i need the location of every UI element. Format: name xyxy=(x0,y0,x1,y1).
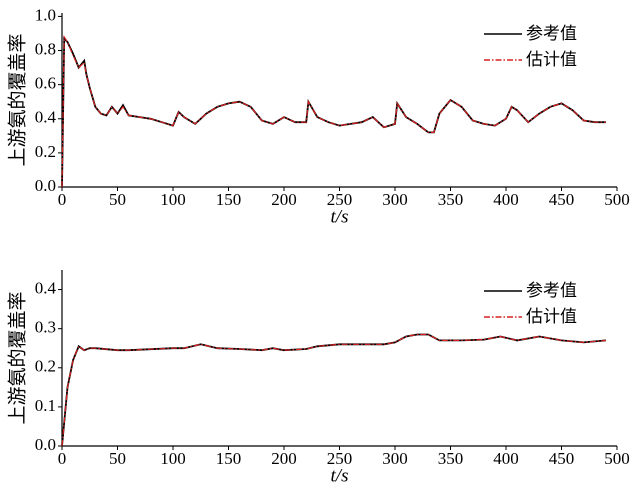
x-tick-label: 300 xyxy=(382,190,408,209)
series-line xyxy=(61,333,606,447)
x-tick-label: 100 xyxy=(160,190,186,209)
x-tick-label: 350 xyxy=(438,190,464,209)
y-tick-label: 0.2 xyxy=(35,357,56,376)
x-tick-label: 50 xyxy=(109,190,126,209)
y-tick-label: 0.1 xyxy=(35,396,56,415)
legend-label: 估计值 xyxy=(526,50,577,70)
x-tick-label: 400 xyxy=(493,190,519,209)
y-tick-label: 0.0 xyxy=(35,435,56,454)
x-tick-label: 300 xyxy=(382,449,408,468)
y-tick-label: 0.8 xyxy=(35,39,56,58)
y-tick-label: 0.4 xyxy=(35,278,57,297)
x-tick-label: 350 xyxy=(438,449,464,468)
x-tick-label: 500 xyxy=(604,190,630,209)
legend-label: 参考值 xyxy=(526,281,577,301)
x-tick-label: 150 xyxy=(216,449,242,468)
x-tick-label: 500 xyxy=(604,449,630,468)
x-tick-label: 100 xyxy=(160,449,186,468)
y-tick-label: 0.2 xyxy=(35,142,56,161)
y-tick-label: 1.0 xyxy=(35,5,56,24)
x-tick-label: 50 xyxy=(109,449,126,468)
x-tick-label: 250 xyxy=(327,190,353,209)
x-axis-label: t/s xyxy=(331,465,349,486)
x-tick-label: 0 xyxy=(58,190,67,209)
x-tick-label: 450 xyxy=(549,449,575,468)
x-tick-label: 400 xyxy=(493,449,519,468)
series-line xyxy=(61,34,606,188)
x-axis-label: t/s xyxy=(331,206,349,227)
legend-label: 估计值 xyxy=(526,307,577,327)
series-line xyxy=(61,36,606,188)
x-tick-label: 250 xyxy=(327,449,353,468)
legend-label: 参考值 xyxy=(526,24,577,44)
x-tick-label: 0 xyxy=(58,449,67,468)
y-axis-label: 上游氨的覆盖率 xyxy=(7,33,29,166)
x-tick-label: 200 xyxy=(271,190,297,209)
x-tick-label: 450 xyxy=(549,190,575,209)
x-tick-label: 150 xyxy=(216,190,242,209)
y-tick-label: 0.3 xyxy=(35,318,56,337)
y-axis-label: 上游氨的覆盖率 xyxy=(7,291,29,424)
x-tick-label: 200 xyxy=(271,449,297,468)
y-tick-label: 0.6 xyxy=(35,74,56,93)
series-line xyxy=(61,333,606,447)
y-tick-label: 0.4 xyxy=(35,108,57,127)
y-tick-label: 0.0 xyxy=(35,176,56,195)
